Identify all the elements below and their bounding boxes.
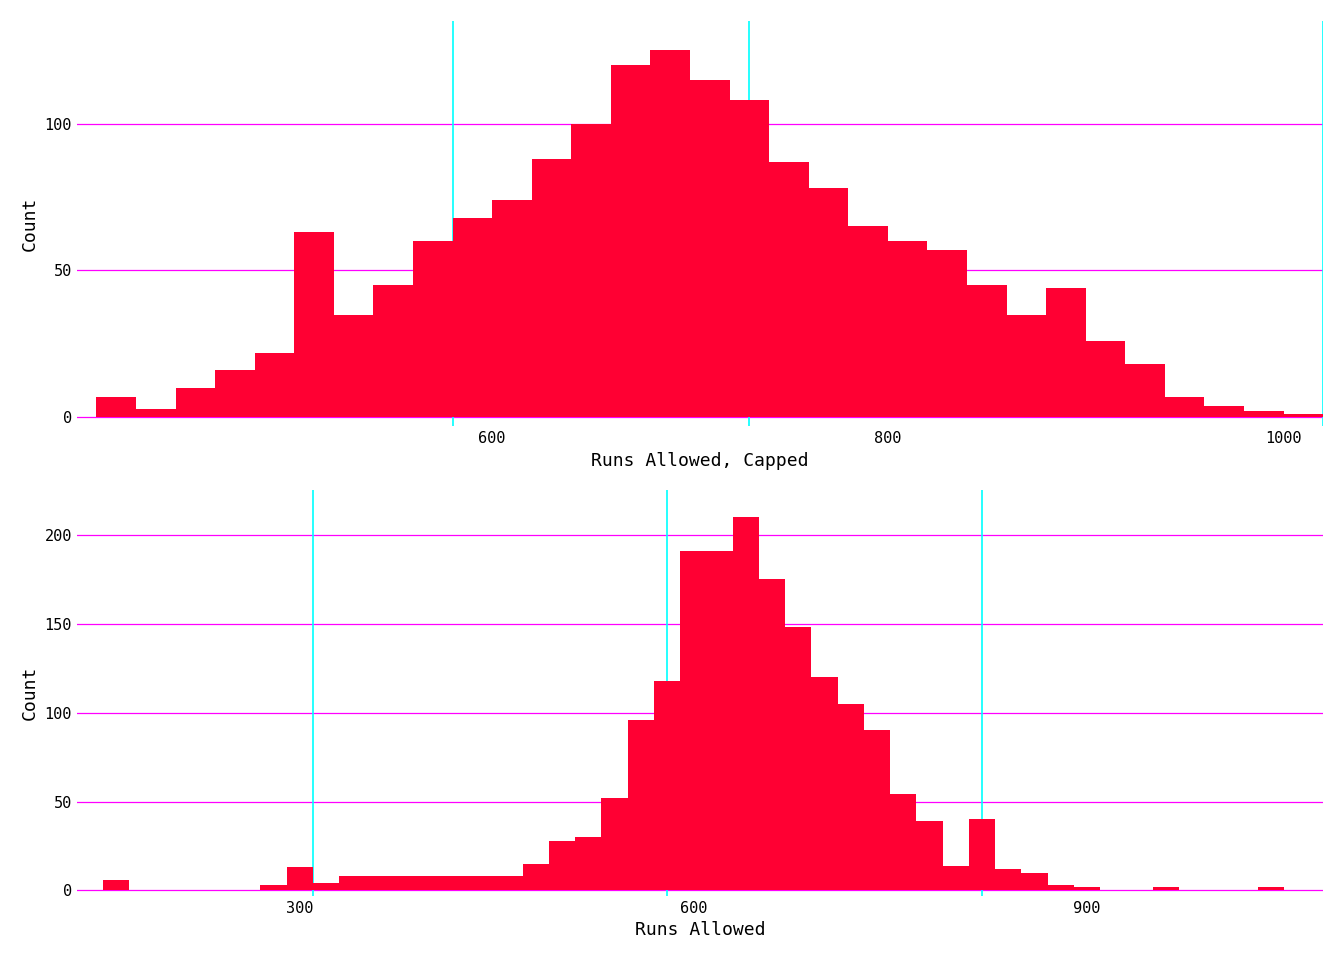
Bar xyxy=(255,352,294,418)
Bar xyxy=(1284,415,1322,418)
Bar xyxy=(1021,873,1047,891)
Bar xyxy=(548,841,575,891)
Bar xyxy=(339,876,366,891)
Bar xyxy=(969,819,995,891)
Bar xyxy=(650,50,689,418)
Bar xyxy=(413,241,453,418)
Bar xyxy=(927,250,968,418)
Bar xyxy=(1258,887,1284,891)
Bar xyxy=(995,869,1021,891)
Bar xyxy=(176,388,215,418)
Bar xyxy=(261,885,286,891)
Bar xyxy=(1165,396,1204,418)
Bar xyxy=(968,285,1007,418)
Bar xyxy=(1153,887,1179,891)
Bar xyxy=(812,677,837,891)
Bar xyxy=(391,876,418,891)
Bar xyxy=(759,579,785,891)
Bar xyxy=(418,876,444,891)
Bar xyxy=(890,795,917,891)
Bar xyxy=(136,409,176,418)
Bar xyxy=(294,232,333,418)
Bar xyxy=(492,200,532,418)
Bar xyxy=(532,159,571,418)
Bar xyxy=(313,883,339,891)
Bar xyxy=(366,876,391,891)
Bar xyxy=(888,241,927,418)
Bar xyxy=(707,551,732,891)
X-axis label: Runs Allowed, Capped: Runs Allowed, Capped xyxy=(591,451,809,469)
Bar xyxy=(97,396,136,418)
Bar xyxy=(1204,406,1245,418)
Bar xyxy=(612,65,650,418)
Bar xyxy=(689,80,730,418)
Bar xyxy=(286,867,313,891)
Bar xyxy=(1007,315,1046,418)
Bar xyxy=(655,681,680,891)
Bar xyxy=(628,720,655,891)
Bar xyxy=(809,188,848,418)
Bar xyxy=(1086,341,1125,418)
Y-axis label: Count: Count xyxy=(22,196,39,251)
Bar xyxy=(848,227,888,418)
Bar xyxy=(523,864,548,891)
Bar xyxy=(374,285,413,418)
Bar xyxy=(1125,365,1165,418)
Bar xyxy=(864,731,890,891)
Bar xyxy=(1074,887,1101,891)
Bar xyxy=(785,627,812,891)
Bar xyxy=(470,876,496,891)
Bar xyxy=(602,798,628,891)
Bar xyxy=(575,837,602,891)
Bar xyxy=(103,879,129,891)
Bar xyxy=(837,704,864,891)
Bar xyxy=(730,100,769,418)
Y-axis label: Count: Count xyxy=(22,666,39,720)
Bar xyxy=(1047,885,1074,891)
Bar xyxy=(1245,412,1284,418)
X-axis label: Runs Allowed: Runs Allowed xyxy=(634,922,765,939)
Bar xyxy=(571,124,612,418)
Bar xyxy=(942,866,969,891)
Bar xyxy=(1046,288,1086,418)
Bar xyxy=(769,162,809,418)
Bar xyxy=(680,551,707,891)
Bar xyxy=(333,315,374,418)
Bar xyxy=(496,876,523,891)
Bar xyxy=(732,517,759,891)
Bar xyxy=(453,218,492,418)
Bar xyxy=(444,876,470,891)
Bar xyxy=(215,371,255,418)
Bar xyxy=(917,821,942,891)
